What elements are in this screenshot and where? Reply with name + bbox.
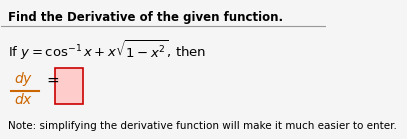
Text: Note: simplifying the derivative function will make it much easier to enter.: Note: simplifying the derivative functio… [8, 121, 397, 131]
Text: Find the Derivative of the given function.: Find the Derivative of the given functio… [8, 11, 283, 24]
Text: $dy$: $dy$ [14, 70, 33, 87]
Text: $=$: $=$ [44, 72, 60, 87]
Text: $dx$: $dx$ [14, 92, 33, 107]
Text: If $y = \cos^{-1} x + x\sqrt{1 - x^2}$, then: If $y = \cos^{-1} x + x\sqrt{1 - x^2}$, … [8, 38, 206, 62]
FancyBboxPatch shape [55, 68, 83, 104]
